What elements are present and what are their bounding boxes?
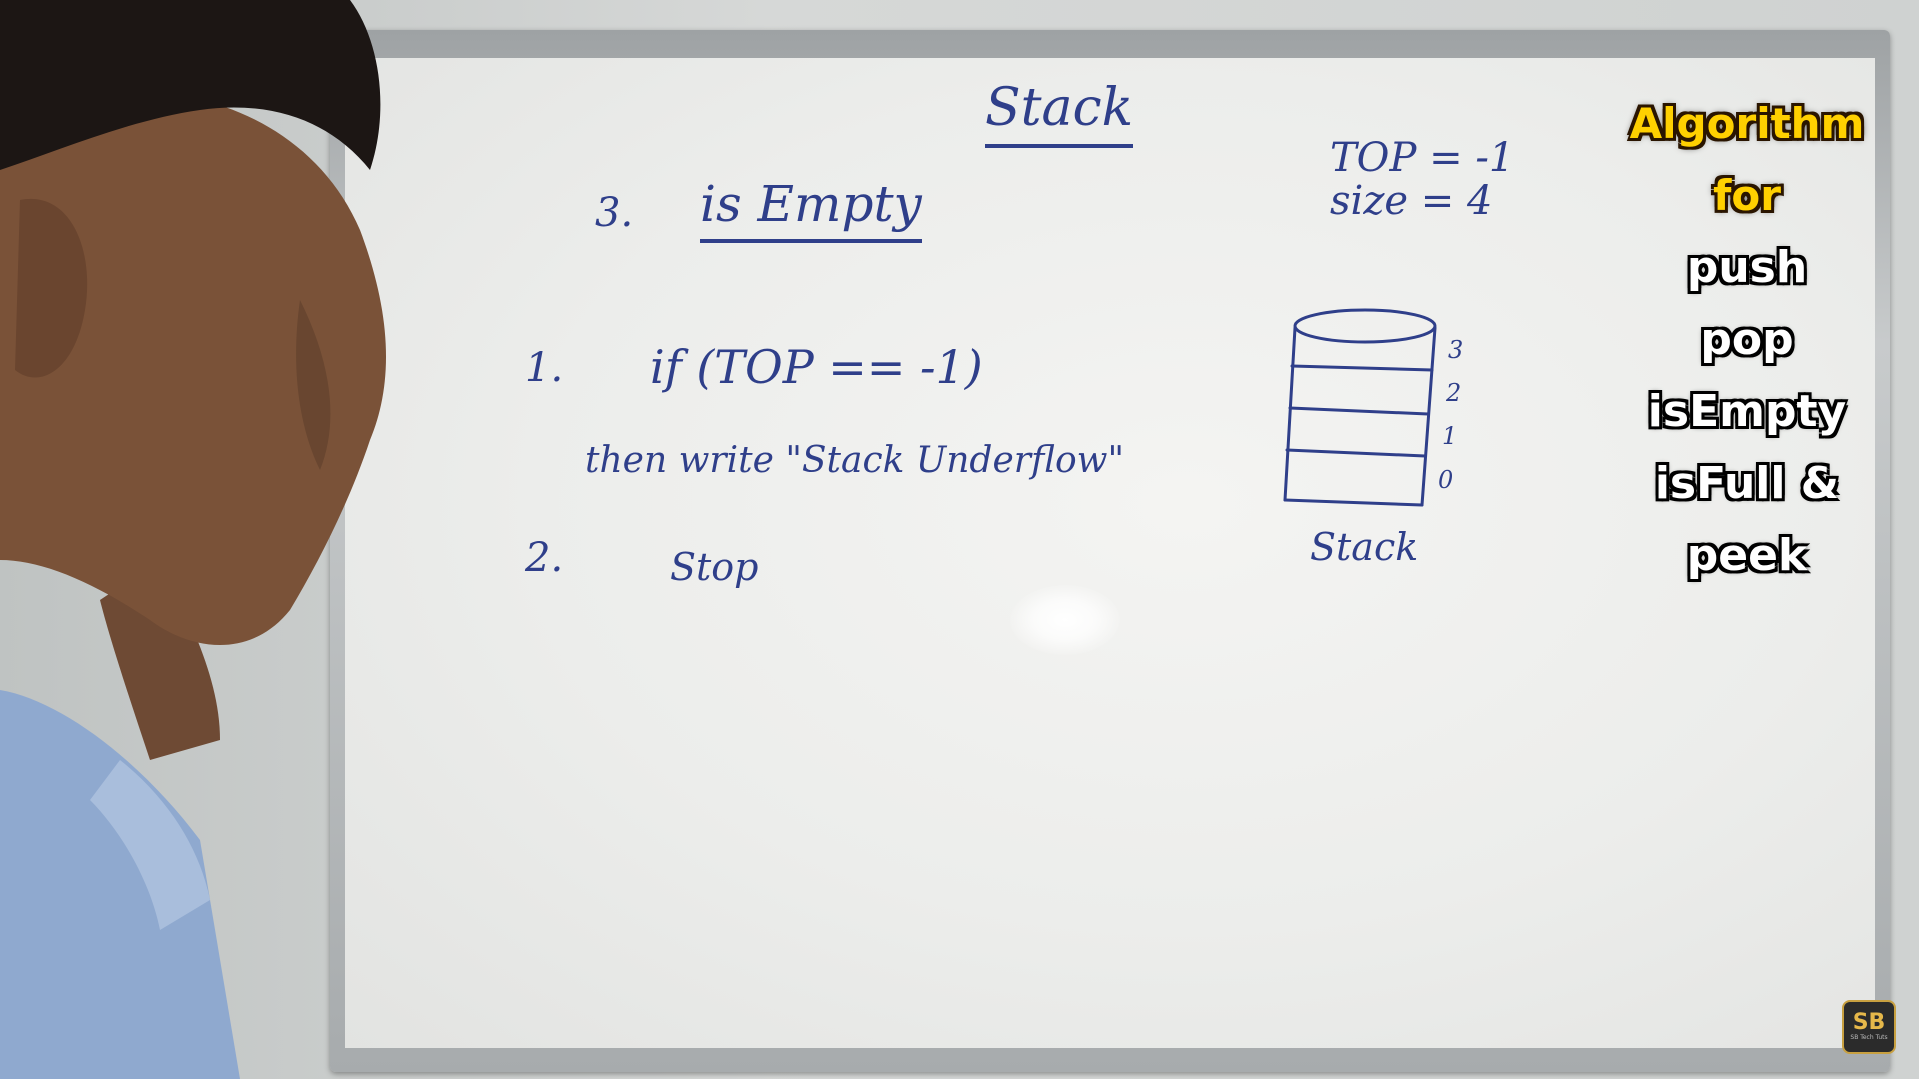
step-2-text: Stop [670,545,759,589]
light-glare [1010,585,1120,655]
stack-caption: Stack [1310,525,1419,569]
section-title: is Empty [700,175,922,243]
logo-text: SB [1852,1010,1886,1035]
logo-subtext: SB Tech Tuts [1850,1034,1888,1041]
shirt-collar [90,760,210,930]
stack-index: 1 [1442,422,1457,450]
top-variable: TOP = -1 [1330,135,1515,181]
step-1-condition: if (TOP == -1) [650,340,983,394]
stack-left-edge [1283,326,1297,502]
overlay-item-isfull: isFull & [1654,458,1840,509]
algorithm-overlay: Algorithm for push pop isEmpty isFull & … [1597,88,1897,592]
overlay-item-isempty: isEmpty [1647,386,1847,437]
stack-index: 2 [1445,379,1461,407]
stack-index: 0 [1438,466,1453,494]
presenter-face [0,90,387,645]
overlay-item-peek: peek [1686,530,1808,581]
stack-slot-line [1288,406,1430,416]
step-1-action: then write "Stack Underflow" [585,440,1125,481]
overlay-item-pop: pop [1700,314,1794,365]
step-2-number: 2. [525,535,564,581]
face-shadow [296,300,331,470]
stack-slot-line [1285,448,1427,458]
section-number: 3. [595,190,634,236]
presenter-ear [15,198,88,378]
stack-bottom-line [1283,498,1424,507]
step-1-number: 1. [525,345,564,391]
presenter-hair [0,0,381,170]
stack-slot-line [1290,364,1434,372]
presenter-neck [100,560,220,760]
stack-index: 3 [1448,336,1463,364]
overlay-item-push: push [1686,242,1808,293]
size-variable: size = 4 [1330,178,1493,224]
whiteboard [345,58,1875,1048]
overlay-title: Algorithm for [1629,99,1865,220]
presenter [0,0,387,1079]
stack-right-edge [1420,326,1437,507]
channel-logo: SB SB Tech Tuts [1842,1000,1896,1054]
board-title: Stack [985,78,1134,148]
stack-drawing: 3 2 1 0 [1283,308,1463,507]
presenter-shirt [0,690,240,1079]
stack-top-ellipse [1293,308,1437,344]
